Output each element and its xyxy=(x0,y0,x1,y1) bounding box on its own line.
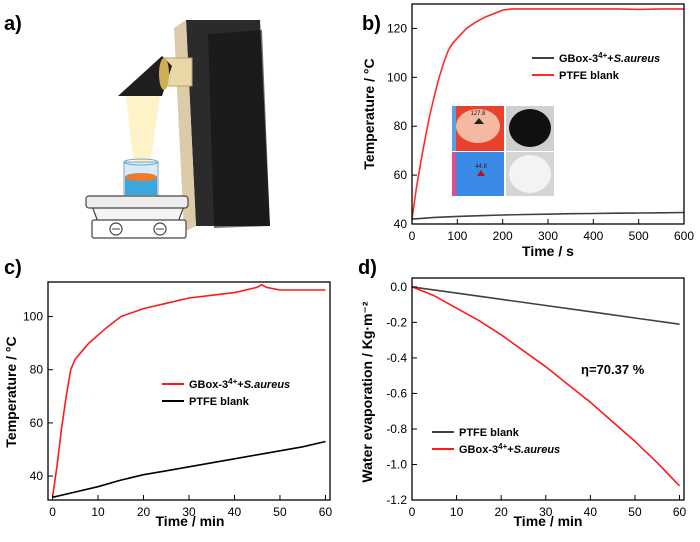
y-tick-label: -0.8 xyxy=(386,422,407,436)
chart-d: 0 10 20 30 40 50 60 0.0 -0.2 -0.4 -0.6 -0.8 -1.0 -1.2… xyxy=(359,277,687,529)
x-tick-label: 20 xyxy=(495,505,509,519)
y-tick-label: -0.6 xyxy=(386,386,407,400)
y-tick-label: 80 xyxy=(394,119,408,133)
thermal-cool-readout: 44.8 xyxy=(475,164,487,170)
x-tick-label: 30 xyxy=(539,505,553,519)
x-tick-label: 40 xyxy=(228,505,242,519)
panel-c: c) 0 10 20 30 40 50 60 40 60 80 100 Time / min Tempe… xyxy=(3,257,332,529)
setup-illustration xyxy=(85,20,270,239)
x-tick-label: 10 xyxy=(91,505,105,519)
sample-membrane xyxy=(125,173,157,181)
y-axis-title: Temperature / °C xyxy=(361,58,377,169)
lamp-head xyxy=(118,56,172,96)
y-tick-label: 0.0 xyxy=(390,280,407,294)
y-tick-label: 40 xyxy=(30,469,44,483)
panel-d: d) 0 10 20 30 40 50 60 0.0 -0.2 -0.4 -0.6 -0.8 -1.0 -… xyxy=(358,257,687,529)
x-tick-label: 50 xyxy=(628,505,642,519)
y-tick-label: 100 xyxy=(23,310,43,324)
legend-label: PTFE blank xyxy=(459,427,520,439)
x-tick-label: 200 xyxy=(493,229,513,243)
light-beam xyxy=(126,96,160,166)
panel-b: b) 0 100 200 300 400 500 600 40 60 80 100 120 Time /… xyxy=(361,3,694,259)
lamp-housing-shade xyxy=(208,30,270,228)
x-tick-label: 50 xyxy=(273,505,287,519)
efficiency-annotation: η=70.37 % xyxy=(581,362,645,377)
legend-label: GBox-34++S.aureus xyxy=(189,377,290,391)
x-tick-label: 100 xyxy=(447,229,467,243)
y-tick-label: 60 xyxy=(394,168,408,182)
legend-label: PTFE blank xyxy=(559,70,620,82)
stirrer-plate xyxy=(85,195,189,209)
y-tick-label: 120 xyxy=(387,21,407,35)
thermal-image-cool xyxy=(452,152,504,196)
chart-c: 0 10 20 30 40 50 60 40 60 80 100 Time / min Temperat… xyxy=(3,281,333,529)
legend-label: GBox-34++S.aureus xyxy=(559,51,660,65)
x-tick-label: 400 xyxy=(583,229,603,243)
y-tick-label: -1.0 xyxy=(386,457,407,471)
stirrer-base xyxy=(91,219,187,239)
beaker-liquid xyxy=(125,177,157,195)
series-line-2 xyxy=(52,440,326,499)
legend-label: GBox-34++S.aureus xyxy=(459,442,560,456)
series-line-1 xyxy=(51,283,326,498)
lamp-lens xyxy=(159,58,169,90)
plot-frame xyxy=(411,277,685,501)
y-axis-title: Water evaporation / Kg·m⁻² xyxy=(359,301,375,482)
panel-d-label: d) xyxy=(358,257,377,279)
inset-images: 127.8 44.8 xyxy=(452,106,554,196)
x-tick-label: 10 xyxy=(450,505,464,519)
x-tick-label: 60 xyxy=(319,505,333,519)
y-axis-title: Temperature / °C xyxy=(3,336,19,447)
x-tick-label: 0 xyxy=(409,229,416,243)
y-tick-label: -0.4 xyxy=(386,351,407,365)
x-tick-label: 20 xyxy=(137,505,151,519)
y-tick-label: 80 xyxy=(30,363,44,377)
x-axis-title: Time / s xyxy=(522,243,574,259)
thermal-hot-readout: 127.8 xyxy=(470,111,486,117)
x-tick-label: 60 xyxy=(673,505,687,519)
panel-a-label: a) xyxy=(4,13,22,35)
x-axis-title: Time / min xyxy=(514,513,583,529)
y-tick-label: 60 xyxy=(30,416,44,430)
x-tick-label: 0 xyxy=(409,505,416,519)
chart-b: 0 100 200 300 400 500 600 40 60 80 100 120 Time / s T… xyxy=(361,3,694,259)
series-line-1 xyxy=(411,211,685,220)
panel-b-label: b) xyxy=(362,13,381,35)
y-tick-label: -1.2 xyxy=(386,493,407,507)
x-tick-label: 0 xyxy=(49,505,56,519)
series-line-2 xyxy=(411,286,681,487)
panel-c-label: c) xyxy=(4,257,22,279)
series-line-2 xyxy=(411,8,684,220)
panel-a: a) xyxy=(4,13,270,239)
x-tick-label: 40 xyxy=(584,505,598,519)
y-tick-label: 40 xyxy=(394,217,408,231)
y-tick-label: -0.2 xyxy=(386,315,407,329)
legend-label: PTFE blank xyxy=(189,396,250,408)
x-tick-label: 30 xyxy=(182,505,196,519)
y-tick-label: 100 xyxy=(387,70,407,84)
x-tick-label: 600 xyxy=(674,229,694,243)
x-axis-title: Time / min xyxy=(156,513,225,529)
series-line-1 xyxy=(411,286,680,325)
x-tick-label: 500 xyxy=(629,229,649,243)
x-tick-label: 300 xyxy=(538,229,558,243)
